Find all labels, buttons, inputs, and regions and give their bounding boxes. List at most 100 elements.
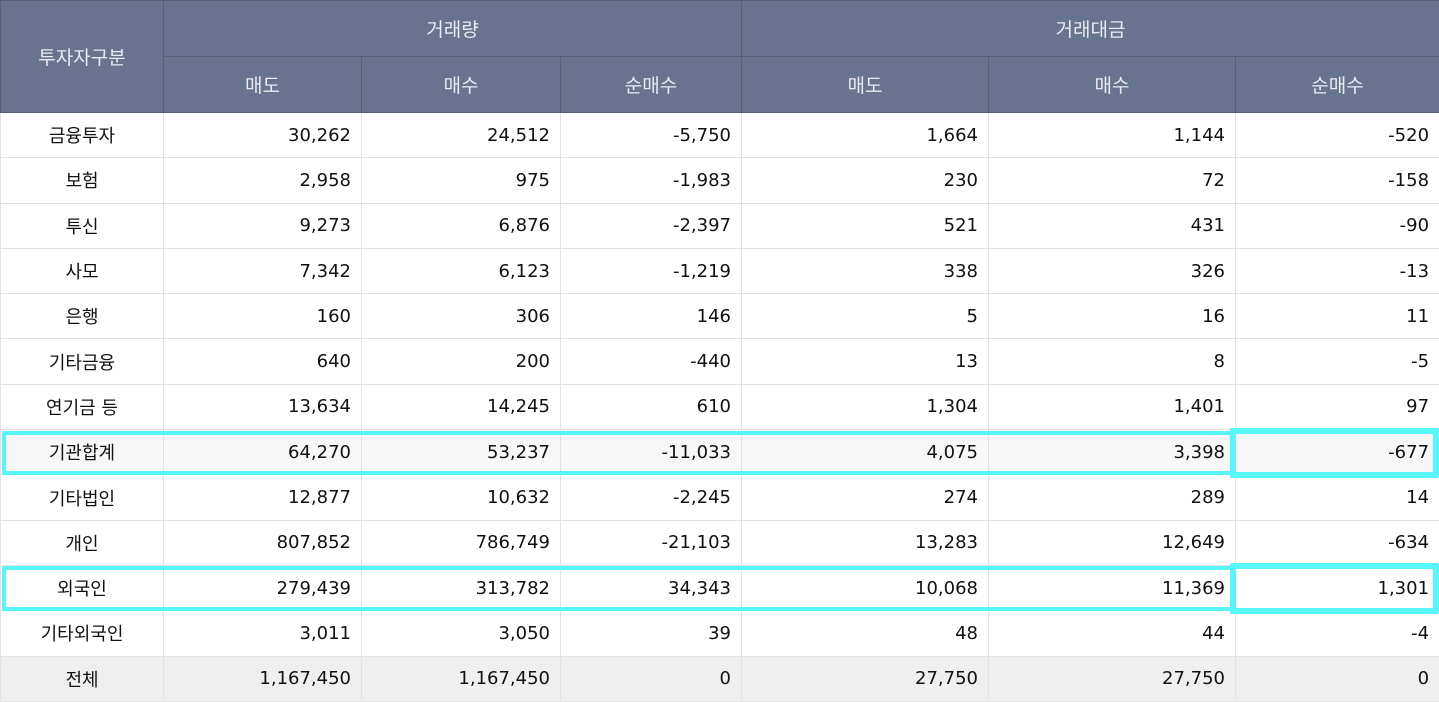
table-cell: -440 [561, 339, 742, 384]
row-label: 기타외국인 [1, 611, 164, 656]
table-cell: 53,237 [362, 430, 561, 475]
table-cell: -11,033 [561, 430, 742, 475]
header-group-volume: 거래량 [164, 1, 742, 57]
table-cell: 1,664 [742, 113, 989, 158]
table-cell: 14,245 [362, 384, 561, 429]
table-cell: 326 [989, 248, 1236, 293]
table-cell: 11 [1236, 294, 1439, 339]
table-cell: 274 [742, 475, 989, 520]
table-cell: 39 [561, 611, 742, 656]
table-cell: 48 [742, 611, 989, 656]
table-cell: -158 [1236, 158, 1439, 203]
table-cell: 3,050 [362, 611, 561, 656]
row-label: 사모 [1, 248, 164, 293]
row-label: 전체 [1, 656, 164, 701]
table-cell: 1,301 [1236, 565, 1439, 610]
row-label: 기관합계 [1, 430, 164, 475]
table-cell: 160 [164, 294, 362, 339]
table-cell: 521 [742, 203, 989, 248]
table-cell: 7,342 [164, 248, 362, 293]
table-cell: 610 [561, 384, 742, 429]
row-label: 금융투자 [1, 113, 164, 158]
table-cell: 230 [742, 158, 989, 203]
table-cell: -5,750 [561, 113, 742, 158]
table-cell: 1,304 [742, 384, 989, 429]
table-cell: 72 [989, 158, 1236, 203]
table-cell: -1,219 [561, 248, 742, 293]
table-cell: 9,273 [164, 203, 362, 248]
table-cell: 1,167,450 [164, 656, 362, 701]
table-cell: 1,401 [989, 384, 1236, 429]
table-cell: 27,750 [989, 656, 1236, 701]
table-cell: -21,103 [561, 520, 742, 565]
table-cell: 313,782 [362, 565, 561, 610]
table-cell: 5 [742, 294, 989, 339]
row-label: 외국인 [1, 565, 164, 610]
table-cell: 16 [989, 294, 1236, 339]
table-cell: 13,634 [164, 384, 362, 429]
table-cell: 2,958 [164, 158, 362, 203]
row-label: 기타금융 [1, 339, 164, 384]
table-cell: 11,369 [989, 565, 1236, 610]
row-label: 투신 [1, 203, 164, 248]
table-cell: 14 [1236, 475, 1439, 520]
table-cell: 3,011 [164, 611, 362, 656]
table-cell: 12,649 [989, 520, 1236, 565]
table-cell: 306 [362, 294, 561, 339]
table-cell: 4,075 [742, 430, 989, 475]
header-sub-column: 매수 [989, 57, 1236, 113]
table-cell: 338 [742, 248, 989, 293]
table-cell: 10,632 [362, 475, 561, 520]
table-cell: 0 [1236, 656, 1439, 701]
table-cell: -4 [1236, 611, 1439, 656]
row-label: 개인 [1, 520, 164, 565]
table-cell: -1,983 [561, 158, 742, 203]
table-cell: 27,750 [742, 656, 989, 701]
table-cell: -677 [1236, 430, 1439, 475]
table-cell: 34,343 [561, 565, 742, 610]
table-cell: 30,262 [164, 113, 362, 158]
table-cell: 279,439 [164, 565, 362, 610]
table-cell: 0 [561, 656, 742, 701]
table-cell: 24,512 [362, 113, 561, 158]
table-cell: -2,397 [561, 203, 742, 248]
table-cell: 146 [561, 294, 742, 339]
header-investor-type: 투자자구분 [1, 1, 164, 113]
table-cell: -634 [1236, 520, 1439, 565]
table-cell: 200 [362, 339, 561, 384]
header-sub-column: 매도 [164, 57, 362, 113]
header-sub-column: 매수 [362, 57, 561, 113]
table-cell: 13 [742, 339, 989, 384]
table-cell: 44 [989, 611, 1236, 656]
header-sub-column: 순매수 [1236, 57, 1439, 113]
table-cell: -2,245 [561, 475, 742, 520]
row-label: 연기금 등 [1, 384, 164, 429]
table-cell: -5 [1236, 339, 1439, 384]
table-cell: 6,123 [362, 248, 561, 293]
table-cell: -13 [1236, 248, 1439, 293]
header-group-value: 거래대금 [742, 1, 1439, 57]
table-cell: 64,270 [164, 430, 362, 475]
row-label: 기타법인 [1, 475, 164, 520]
table-cell: 13,283 [742, 520, 989, 565]
table-cell: 640 [164, 339, 362, 384]
table-cell: 786,749 [362, 520, 561, 565]
table-cell: -520 [1236, 113, 1439, 158]
header-sub-column: 매도 [742, 57, 989, 113]
table-cell: 6,876 [362, 203, 561, 248]
header-sub-column: 순매수 [561, 57, 742, 113]
row-label: 은행 [1, 294, 164, 339]
table-cell: 10,068 [742, 565, 989, 610]
table-cell: 12,877 [164, 475, 362, 520]
